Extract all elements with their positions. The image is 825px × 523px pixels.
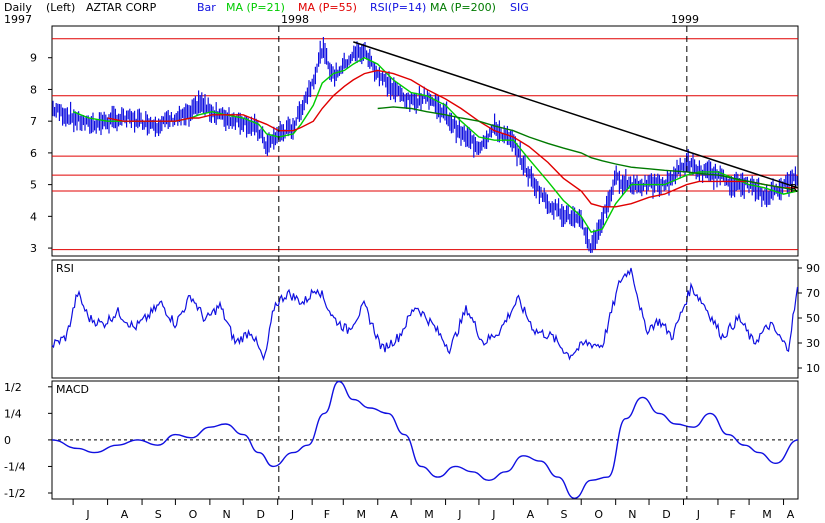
month-label-6: J	[290, 508, 294, 521]
price-ytick-label-1: 4	[30, 210, 37, 223]
month-label-2: S	[155, 508, 162, 521]
month-label-11: J	[457, 508, 461, 521]
month-label-14: S	[561, 508, 568, 521]
price-panel-frame	[51, 25, 799, 257]
month-label-7: F	[324, 508, 330, 521]
price-ytick-label-4: 7	[30, 115, 37, 128]
month-label-12: J	[491, 508, 495, 521]
macd-lines	[51, 380, 799, 500]
rsi-ytick-label-1: 30	[806, 337, 820, 350]
price-ytick-label-6: 9	[30, 52, 37, 65]
month-label-1: A	[121, 508, 129, 521]
macd-ytick-label-1: 1/4	[4, 407, 22, 420]
month-label-17: D	[662, 508, 670, 521]
rsi-ytick-label-3: 70	[806, 287, 820, 300]
rsi-yticks: 10 30 50 70 90	[798, 262, 820, 375]
price-yticks: 3 4 5 6 7 8 9	[30, 52, 52, 255]
rsi-lines	[51, 267, 799, 361]
price-ytick-label-5: 8	[30, 83, 37, 96]
month-label-10: M	[424, 508, 434, 521]
legend-rsi: RSI(P=14)	[370, 1, 426, 14]
price-levels	[52, 38, 798, 251]
legend-ma21: MA (P=21)	[226, 1, 285, 14]
legend-bar: Bar	[197, 1, 216, 14]
ma21-line	[72, 56, 799, 234]
price-ytick-label-3: 6	[30, 147, 37, 160]
month-label-13: A	[527, 508, 535, 521]
month-label-15: O	[594, 508, 603, 521]
macd-ytick-label-0: 1/2	[4, 381, 22, 394]
price-bars	[52, 36, 798, 254]
rsi-panel-frame	[51, 259, 799, 379]
rsi-ytick-label-4: 90	[806, 262, 820, 275]
month-label-18: J	[696, 508, 700, 521]
month-label-20: M	[762, 508, 772, 521]
price-panel: 3 4 5 6 7 8 9 R	[30, 25, 799, 257]
year-label-1999: 1999	[671, 13, 699, 26]
month-label-3: O	[189, 508, 198, 521]
rsi-panel-title: RSI	[56, 262, 74, 275]
trendline-label: R	[790, 182, 798, 195]
legend-ma55: MA (P=55)	[298, 1, 357, 14]
macd-panel: MACD 1/2 1/4 0 -1/4 -1/2	[4, 380, 799, 500]
macd-ytick-label-4: -1/2	[4, 487, 26, 500]
month-label-4: N	[223, 508, 231, 521]
month-label-0: J	[85, 508, 89, 521]
rsi-ytick-label-2: 50	[806, 312, 820, 325]
legend-sig: SIG	[510, 1, 529, 14]
month-label-19: F	[730, 508, 736, 521]
trendline	[353, 41, 799, 189]
macd-yticks: 1/2 1/4 0 -1/4 -1/2	[4, 381, 52, 500]
macd-panel-title: MACD	[56, 383, 89, 396]
scale-side-label: (Left)	[46, 1, 75, 14]
legend-ma200: MA (P=200)	[430, 1, 496, 14]
month-label-5: D	[257, 508, 265, 521]
month-label-16: N	[628, 508, 636, 521]
rsi-ytick-label-0: 10	[806, 362, 820, 375]
period-label: Daily	[4, 1, 32, 14]
year-dividers	[278, 26, 688, 499]
year-label-1997: 1997	[4, 13, 32, 26]
year-label-1998: 1998	[281, 13, 309, 26]
chart-header: Daily (Left) AZTAR CORP Bar MA (P=21) MA…	[4, 1, 699, 26]
rsi-line	[51, 267, 799, 361]
price-lines	[72, 41, 799, 234]
macd-ytick-label-2: 0	[4, 434, 11, 447]
ma55-line	[107, 69, 798, 208]
price-ytick-label-2: 5	[30, 179, 37, 192]
ma200-line	[377, 106, 799, 192]
macd-ytick-label-3: -1/4	[4, 460, 26, 473]
month-label-8: M	[357, 508, 367, 521]
price-ytick-label-0: 3	[30, 242, 37, 255]
rsi-panel: RSI 10 30 50 70 90	[51, 259, 820, 379]
macd-line	[51, 380, 799, 500]
month-label-9: A	[390, 508, 398, 521]
symbol-label: AZTAR CORP	[86, 1, 157, 14]
month-label-21: A	[787, 508, 795, 521]
